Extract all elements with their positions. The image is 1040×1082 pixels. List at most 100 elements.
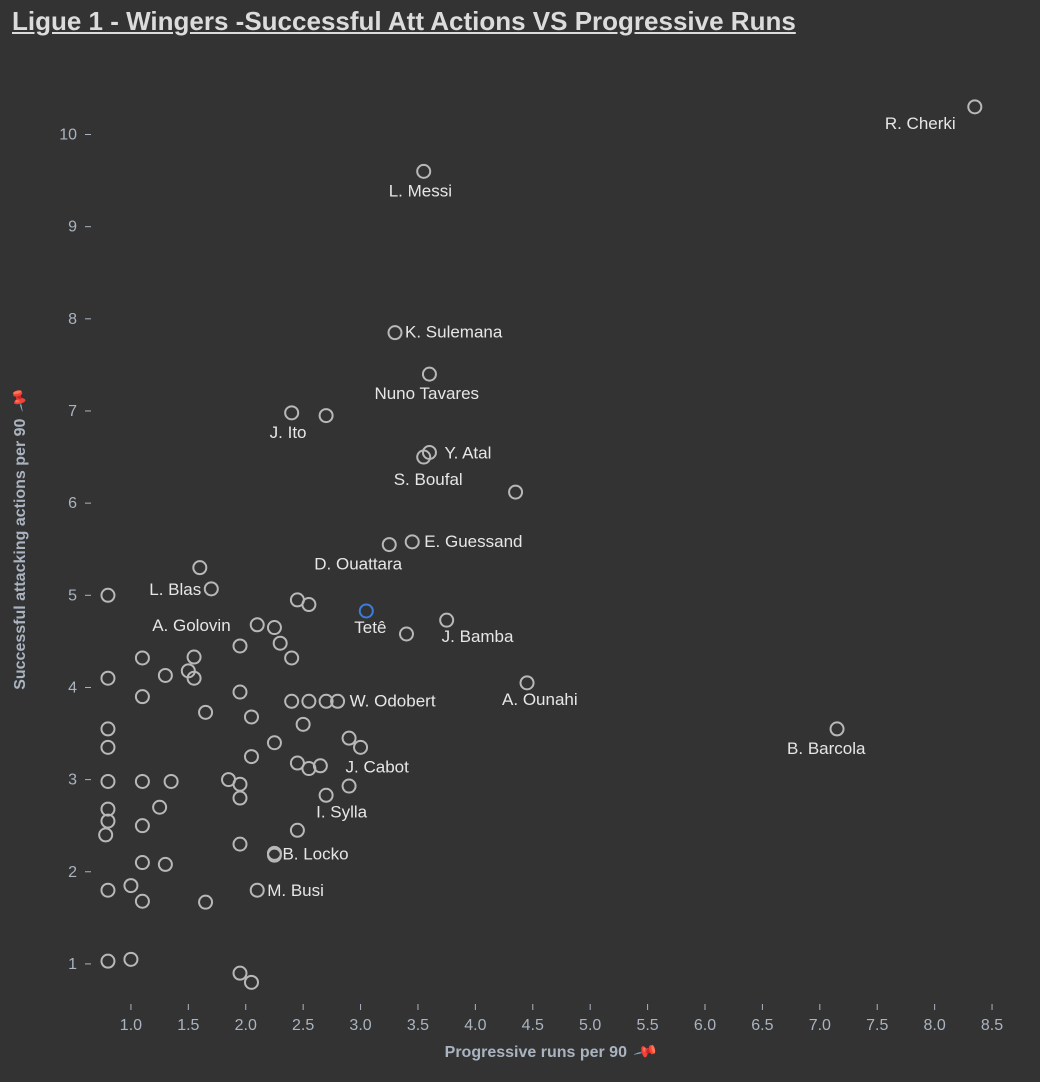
data-point[interactable] bbox=[302, 598, 315, 611]
data-point[interactable] bbox=[136, 819, 149, 832]
point-label: R. Cherki bbox=[885, 114, 956, 133]
data-point[interactable] bbox=[521, 676, 534, 689]
x-axis-label: Progressive runs per 90 📌 bbox=[445, 1042, 656, 1062]
data-point[interactable] bbox=[302, 695, 315, 708]
data-point[interactable] bbox=[101, 815, 114, 828]
data-point[interactable] bbox=[165, 775, 178, 788]
data-point[interactable] bbox=[99, 828, 112, 841]
data-point[interactable] bbox=[159, 858, 172, 871]
data-point[interactable] bbox=[268, 621, 281, 634]
data-point[interactable] bbox=[188, 672, 201, 685]
data-point[interactable] bbox=[136, 775, 149, 788]
data-point[interactable] bbox=[343, 732, 356, 745]
data-point[interactable] bbox=[343, 780, 356, 793]
data-point[interactable] bbox=[199, 896, 212, 909]
data-point[interactable] bbox=[331, 695, 344, 708]
point-label: B. Locko bbox=[282, 844, 348, 863]
data-point[interactable] bbox=[159, 669, 172, 682]
data-point[interactable] bbox=[234, 639, 247, 652]
x-tick-label: 7.5 bbox=[866, 1017, 888, 1034]
data-point[interactable] bbox=[101, 589, 114, 602]
data-point[interactable] bbox=[136, 856, 149, 869]
x-tick-label: 5.0 bbox=[579, 1017, 601, 1034]
data-point[interactable] bbox=[101, 741, 114, 754]
y-tick-label: 6 bbox=[68, 495, 77, 512]
data-point[interactable] bbox=[297, 718, 310, 731]
data-point[interactable] bbox=[417, 451, 430, 464]
y-axis-label: Successful attacking actions per 90 📌 bbox=[10, 390, 30, 690]
data-point[interactable] bbox=[101, 955, 114, 968]
data-point[interactable] bbox=[291, 824, 304, 837]
data-point[interactable] bbox=[831, 722, 844, 735]
data-point[interactable] bbox=[101, 722, 114, 735]
data-point[interactable] bbox=[383, 538, 396, 551]
data-point[interactable] bbox=[314, 759, 327, 772]
data-point[interactable] bbox=[417, 165, 430, 178]
x-tick-label: 5.5 bbox=[636, 1017, 658, 1034]
data-point[interactable] bbox=[234, 792, 247, 805]
data-point[interactable] bbox=[354, 741, 367, 754]
data-point[interactable] bbox=[124, 953, 137, 966]
x-tick-label: 8.0 bbox=[924, 1017, 946, 1034]
data-point[interactable] bbox=[968, 100, 981, 113]
data-point[interactable] bbox=[285, 695, 298, 708]
point-label: E. Guessand bbox=[424, 532, 522, 551]
point-label: M. Busi bbox=[267, 881, 324, 900]
data-point[interactable] bbox=[360, 604, 373, 617]
data-point[interactable] bbox=[251, 884, 264, 897]
data-point[interactable] bbox=[268, 736, 281, 749]
x-axis-text: Progressive runs per 90 bbox=[445, 1044, 627, 1061]
y-tick-label: 4 bbox=[68, 679, 77, 696]
data-point[interactable] bbox=[509, 486, 522, 499]
data-point[interactable] bbox=[400, 628, 413, 641]
pin-icon: 📌 bbox=[632, 1038, 659, 1065]
x-tick-label: 3.5 bbox=[407, 1017, 429, 1034]
data-point[interactable] bbox=[320, 789, 333, 802]
y-tick-label: 8 bbox=[68, 311, 77, 328]
x-tick-label: 2.0 bbox=[235, 1017, 257, 1034]
data-point[interactable] bbox=[136, 690, 149, 703]
data-point[interactable] bbox=[136, 895, 149, 908]
data-point[interactable] bbox=[234, 778, 247, 791]
point-label: Tetê bbox=[354, 618, 386, 637]
data-point[interactable] bbox=[101, 672, 114, 685]
y-tick-label: 2 bbox=[68, 864, 77, 881]
scatter-chart: Ligue 1 - Wingers -Successful Att Action… bbox=[0, 0, 1040, 1082]
x-tick-label: 8.5 bbox=[981, 1017, 1003, 1034]
data-point[interactable] bbox=[285, 651, 298, 664]
data-point[interactable] bbox=[234, 686, 247, 699]
data-point[interactable] bbox=[320, 409, 333, 422]
data-point[interactable] bbox=[193, 561, 206, 574]
x-tick-label: 4.5 bbox=[522, 1017, 544, 1034]
data-point[interactable] bbox=[205, 582, 218, 595]
data-point[interactable] bbox=[245, 750, 258, 763]
data-point[interactable] bbox=[101, 884, 114, 897]
data-point[interactable] bbox=[389, 326, 402, 339]
data-point[interactable] bbox=[245, 710, 258, 723]
data-point[interactable] bbox=[423, 368, 436, 381]
data-point[interactable] bbox=[285, 406, 298, 419]
data-point[interactable] bbox=[234, 967, 247, 980]
point-label: Y. Atal bbox=[444, 443, 491, 462]
point-label: A. Ounahi bbox=[502, 690, 578, 709]
data-point[interactable] bbox=[188, 651, 201, 664]
x-tick-label: 7.0 bbox=[809, 1017, 831, 1034]
data-point[interactable] bbox=[406, 535, 419, 548]
pin-icon: 📌 bbox=[6, 387, 33, 414]
data-point[interactable] bbox=[251, 618, 264, 631]
data-point[interactable] bbox=[234, 838, 247, 851]
data-point[interactable] bbox=[136, 651, 149, 664]
point-label: J. Ito bbox=[270, 423, 307, 442]
data-point[interactable] bbox=[245, 976, 258, 989]
x-tick-label: 3.0 bbox=[349, 1017, 371, 1034]
data-point[interactable] bbox=[268, 847, 281, 860]
data-point[interactable] bbox=[153, 801, 166, 814]
data-point[interactable] bbox=[101, 775, 114, 788]
data-point[interactable] bbox=[440, 614, 453, 627]
data-point[interactable] bbox=[124, 879, 137, 892]
point-label: J. Cabot bbox=[346, 757, 410, 776]
data-point[interactable] bbox=[274, 637, 287, 650]
data-point[interactable] bbox=[199, 706, 212, 719]
point-label: I. Sylla bbox=[316, 802, 368, 821]
point-label: K. Sulemana bbox=[405, 323, 503, 342]
